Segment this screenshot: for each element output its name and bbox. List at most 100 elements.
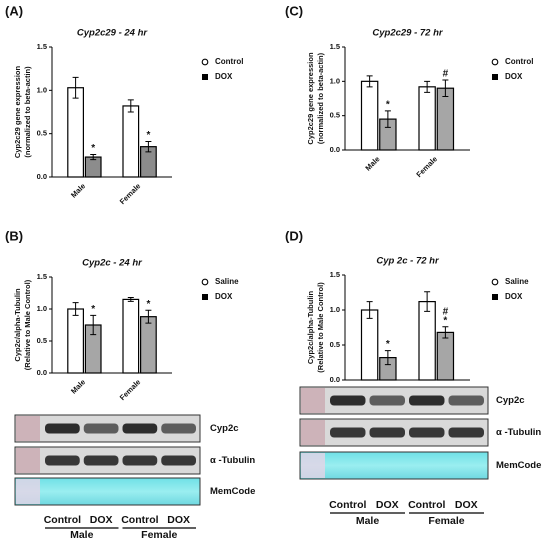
bar bbox=[360, 309, 379, 381]
y-tick-label: 1.5 bbox=[330, 270, 340, 279]
legend-marker bbox=[202, 74, 208, 80]
protein-band bbox=[161, 423, 196, 434]
ladder-lane bbox=[16, 479, 40, 504]
blot-frame bbox=[299, 451, 489, 480]
protein-band bbox=[369, 427, 405, 438]
y-tick-label: 1.0 bbox=[330, 76, 340, 85]
ladder-lane bbox=[301, 420, 325, 445]
protein-band bbox=[330, 427, 366, 438]
y-axis-label: (normalized to beta-actin) bbox=[23, 66, 32, 158]
legend-marker bbox=[202, 294, 208, 300]
significance-mark: * bbox=[146, 299, 150, 310]
error-bar bbox=[366, 75, 373, 88]
protein-band bbox=[161, 455, 196, 466]
y-tick-label: 1.5 bbox=[37, 272, 47, 281]
error-bar bbox=[424, 80, 431, 93]
group-label: Female bbox=[428, 515, 464, 527]
bar bbox=[418, 86, 436, 151]
error-bar bbox=[90, 314, 97, 336]
y-tick-label: 0.0 bbox=[37, 368, 47, 377]
group-label: Male bbox=[70, 529, 94, 540]
error-bar bbox=[442, 79, 449, 97]
y-axis-label: (normalized to beta-actin) bbox=[316, 52, 325, 144]
panel-label: (A) bbox=[5, 3, 23, 18]
error-bar bbox=[384, 110, 391, 128]
ladder-lane bbox=[16, 416, 40, 441]
legend-marker bbox=[492, 74, 498, 80]
y-tick-label: 0.5 bbox=[37, 336, 47, 345]
error-bar bbox=[442, 326, 449, 339]
bar bbox=[436, 331, 455, 381]
y-tick-label: 0.5 bbox=[330, 111, 340, 120]
chart-title: Cyp 2c - 72 hr bbox=[376, 256, 440, 267]
chart-title: Cyp2c29 - 72 hr bbox=[372, 28, 444, 39]
significance-mark: * bbox=[146, 130, 150, 141]
ladder-lane bbox=[301, 388, 325, 413]
x-tick-label: Female bbox=[118, 181, 143, 206]
blot-frame bbox=[14, 477, 201, 506]
protein-band bbox=[122, 423, 158, 434]
bar bbox=[67, 87, 85, 178]
y-tick-label: 0.0 bbox=[37, 172, 47, 181]
y-tick-label: 0.0 bbox=[330, 375, 340, 384]
panel-label: (D) bbox=[285, 228, 303, 243]
bar bbox=[436, 87, 455, 151]
lane-label: Control bbox=[408, 499, 445, 511]
significance-mark: * bbox=[443, 315, 447, 326]
legend-marker bbox=[491, 58, 499, 66]
x-tick-label: Female bbox=[118, 377, 143, 402]
error-bar bbox=[72, 302, 79, 316]
legend-label: DOX bbox=[505, 292, 523, 301]
legend-marker bbox=[201, 58, 209, 66]
significance-mark: * bbox=[386, 339, 390, 350]
ladder-lane bbox=[16, 448, 40, 473]
significance-mark: # bbox=[443, 306, 449, 317]
group-label: Female bbox=[141, 529, 177, 540]
y-axis-label: (Relative to Male Control) bbox=[316, 282, 325, 373]
lane-label: DOX bbox=[167, 514, 190, 526]
bar bbox=[140, 316, 157, 374]
legend-marker bbox=[491, 278, 499, 286]
band-label: MemCode bbox=[496, 460, 541, 471]
group-label: Male bbox=[356, 515, 380, 527]
ladder-lane bbox=[301, 453, 325, 478]
bar bbox=[67, 308, 85, 374]
y-axis-label: Cyp2c/alpha-Tubulin bbox=[13, 288, 22, 362]
error-bar bbox=[424, 291, 431, 312]
x-tick-label: Male bbox=[363, 154, 381, 172]
band-label: α -Tubulin bbox=[496, 427, 541, 438]
protein-band bbox=[83, 423, 119, 434]
bar bbox=[360, 80, 379, 151]
protein-band bbox=[448, 395, 484, 406]
protein-band bbox=[45, 455, 80, 466]
legend-label: Control bbox=[215, 57, 243, 66]
panel-label: (B) bbox=[5, 228, 23, 243]
legend-label: DOX bbox=[505, 72, 523, 81]
error-bar bbox=[72, 76, 79, 99]
bar bbox=[122, 298, 140, 374]
lane-label: DOX bbox=[455, 499, 478, 511]
y-tick-label: 1.0 bbox=[37, 85, 47, 94]
lane-label: Control bbox=[44, 514, 81, 526]
y-tick-label: 0.0 bbox=[330, 145, 340, 154]
lane-label: DOX bbox=[376, 499, 399, 511]
legend-marker bbox=[201, 278, 209, 286]
band-label: α -Tubulin bbox=[210, 455, 255, 466]
legend-marker bbox=[492, 294, 498, 300]
y-tick-label: 1.5 bbox=[37, 42, 47, 51]
error-bar bbox=[90, 153, 97, 161]
y-tick-label: 1.0 bbox=[330, 305, 340, 314]
protein-band bbox=[330, 395, 366, 406]
protein-band bbox=[83, 455, 119, 466]
legend-label: DOX bbox=[215, 72, 233, 81]
lane-label: Control bbox=[121, 514, 158, 526]
y-tick-label: 0.5 bbox=[330, 340, 340, 349]
y-tick-label: 1.5 bbox=[330, 42, 340, 51]
chart-title: Cyp2c29 - 24 hr bbox=[77, 28, 149, 39]
y-tick-label: 0.5 bbox=[37, 129, 47, 138]
x-tick-label: Female bbox=[414, 154, 439, 179]
error-bar bbox=[366, 301, 373, 319]
significance-mark: * bbox=[91, 143, 95, 154]
band-label: Cyp2c bbox=[496, 395, 525, 406]
